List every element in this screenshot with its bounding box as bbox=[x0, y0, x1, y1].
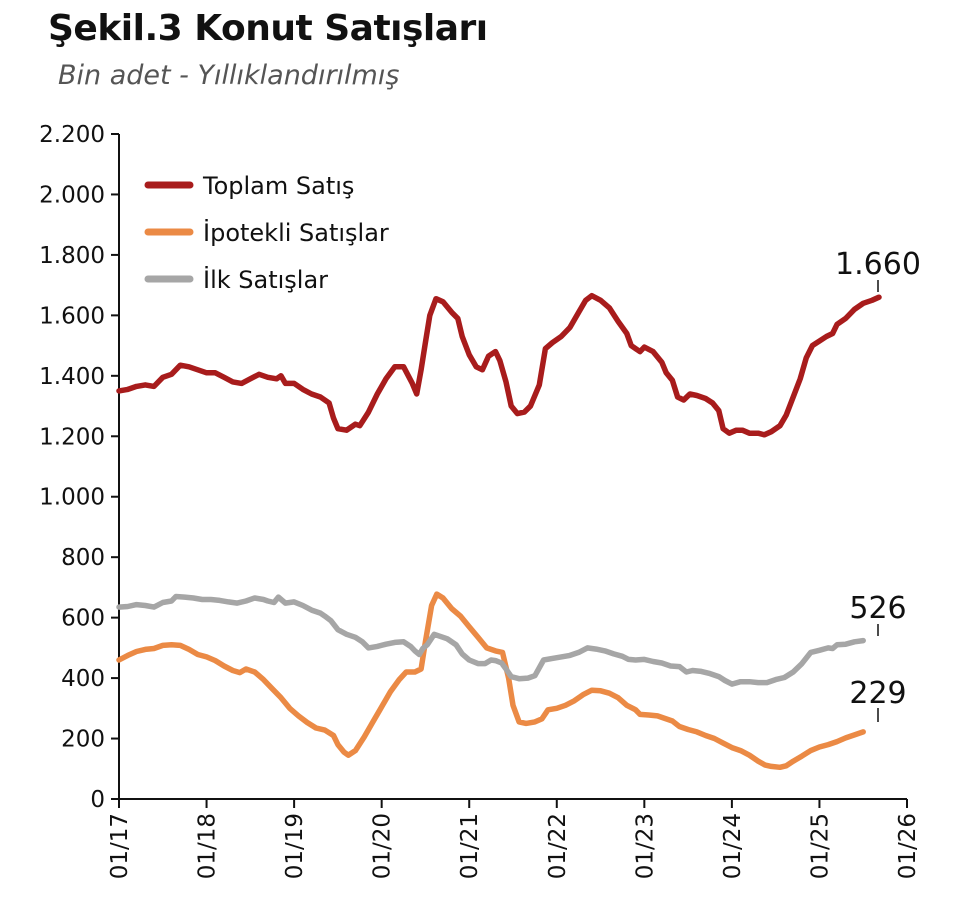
x-tick-label: 01/21 bbox=[457, 813, 483, 879]
y-tick-label: 200 bbox=[61, 727, 105, 753]
x-tick-label: 01/19 bbox=[282, 813, 308, 879]
end-label-0: 1.660 bbox=[835, 247, 921, 282]
x-tick-label: 01/20 bbox=[370, 813, 396, 879]
legend-label-2: İlk Satışlar bbox=[203, 265, 328, 294]
y-tick-label: 2.200 bbox=[39, 122, 105, 148]
y-tick-label: 2.000 bbox=[39, 182, 105, 208]
y-tick-label: 1.200 bbox=[39, 424, 105, 450]
series-line-1 bbox=[116, 591, 866, 771]
chart-subtitle: Bin adet - Yıllıklandırılmış bbox=[58, 60, 400, 91]
x-tick-label: 01/24 bbox=[720, 813, 746, 879]
end-label-2: 526 bbox=[849, 591, 906, 626]
x-tick-label: 01/25 bbox=[807, 813, 833, 879]
end-labels: 1.660 229 526 bbox=[835, 247, 921, 722]
y-tick-label: 1.400 bbox=[39, 364, 105, 390]
series-lines bbox=[116, 292, 882, 771]
end-label-1: 229 bbox=[849, 676, 906, 711]
y-tick-label: 1.000 bbox=[39, 485, 105, 511]
y-axis-ticks: 0 200 400 600 800 1.000 1.200 1.400 1.600 1.800 2.… bbox=[39, 122, 119, 813]
series-line-2 bbox=[116, 593, 866, 687]
chart-title: Şekil.3 Konut Satışları bbox=[48, 8, 488, 49]
y-tick-label: 800 bbox=[61, 545, 105, 571]
x-tick-label: 01/22 bbox=[545, 813, 571, 879]
y-tick-label: 1.800 bbox=[39, 243, 105, 269]
y-tick-label: 400 bbox=[61, 666, 105, 692]
x-axis-ticks: 01/17 01/18 01/19 01/20 01/21 01/22 01/23 01/24… bbox=[107, 799, 921, 879]
y-tick-label: 0 bbox=[90, 787, 105, 813]
legend-label-0: Toplam Satış bbox=[202, 172, 354, 200]
legend-label-1: İpotekli Satışlar bbox=[203, 218, 389, 247]
x-tick-label: 01/17 bbox=[107, 813, 133, 879]
legend: Toplam Satış İpotekli Satışlar İlk Satışla… bbox=[144, 172, 389, 294]
y-tick-label: 1.600 bbox=[39, 303, 105, 329]
y-tick-label: 600 bbox=[61, 606, 105, 632]
x-tick-label: 01/23 bbox=[632, 813, 658, 879]
series-line-0 bbox=[116, 292, 882, 438]
x-tick-label: 01/18 bbox=[195, 813, 221, 879]
axes bbox=[118, 134, 907, 800]
x-tick-label: 01/26 bbox=[895, 813, 921, 879]
